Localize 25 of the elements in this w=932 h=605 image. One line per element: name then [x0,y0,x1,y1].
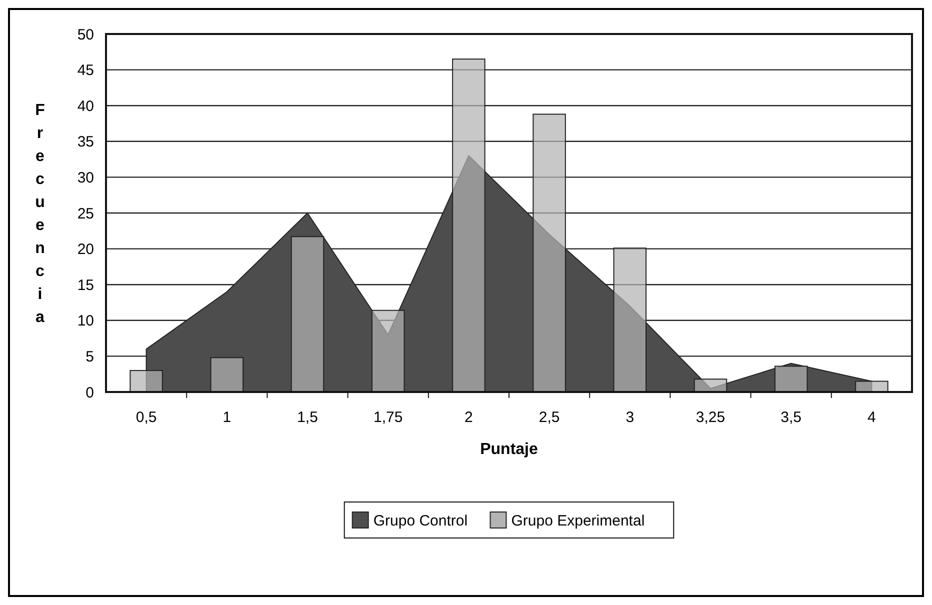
y-tick-label: 40 [77,98,94,115]
x-tick-label: 1,75 [374,409,403,426]
y-tick-label: 30 [77,169,94,186]
x-tick-label: 3,5 [780,409,802,426]
y-tick-label: 20 [77,241,94,258]
x-tick-label: 3 [626,409,634,426]
y-tick-label: 15 [77,276,94,294]
y-tick-label: 45 [77,62,94,80]
x-tick-label: 0,5 [136,409,157,426]
y-tick-label: 35 [77,134,94,151]
y-tick-label: 50 [77,26,94,44]
x-tick-label: 1,5 [297,409,318,426]
y-tick-label: 0 [86,384,94,402]
x-tick-label: 1 [222,409,232,426]
y-tick-label: 10 [77,312,94,330]
x-axis-title: Puntaje [480,441,538,458]
x-tick-label: 4 [868,409,876,426]
legend-label: Grupo Control [373,512,468,530]
x-tick-label: 2 [464,409,473,426]
legend-label: Grupo Experimental [511,512,645,530]
x-tick-label: 3,25 [696,409,726,426]
text: Frecuencia [35,102,45,326]
y-tick-label: 5 [86,348,94,366]
x-tick-label: 2,5 [538,409,560,426]
y-tick-label: 25 [77,205,94,222]
